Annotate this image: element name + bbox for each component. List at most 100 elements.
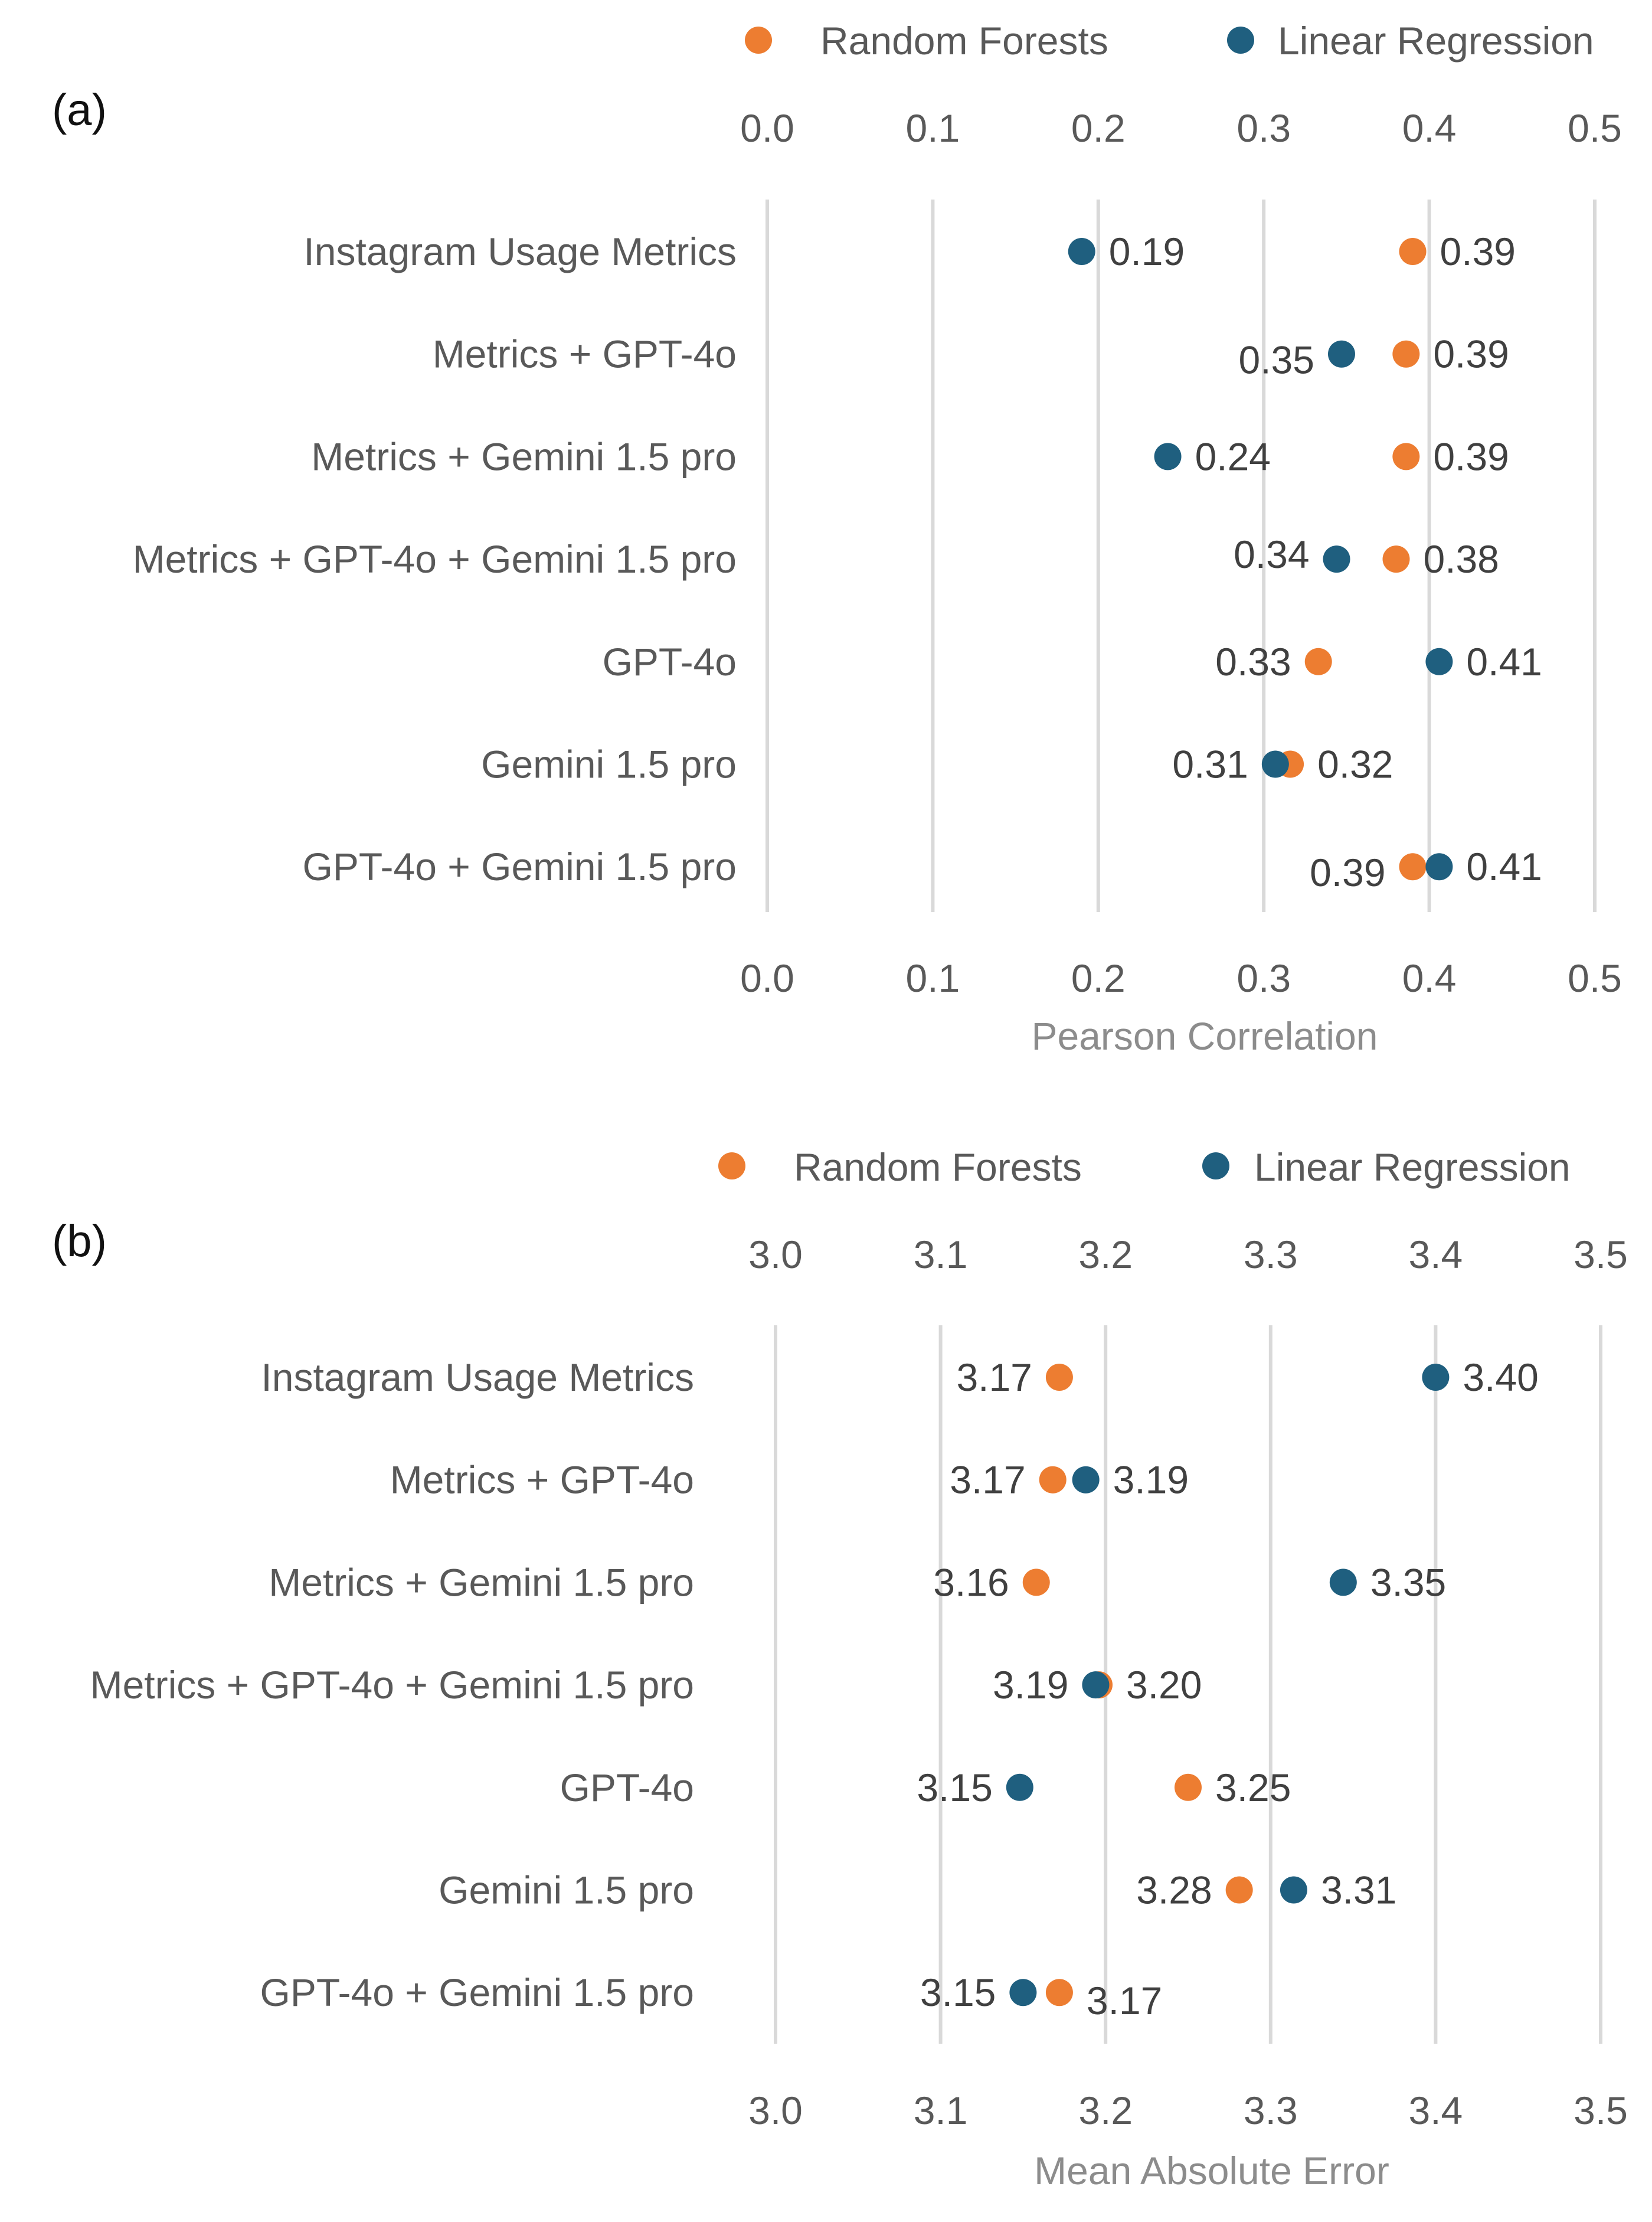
panel-b-category-label: Metrics + GPT-4o — [390, 1458, 694, 1502]
panel-b-data-label-linear-regression: 3.35 — [1370, 1560, 1446, 1604]
panel-b-point-random-forests — [1225, 1876, 1253, 1904]
panel-a-category-label: GPT-4o + Gemini 1.5 pro — [302, 845, 737, 888]
panel-a-bottom-tick-label: 0.5 — [1568, 956, 1622, 1000]
panel-b-top-tick-label: 3.5 — [1574, 1233, 1628, 1276]
panel-a-label: (a) — [52, 85, 107, 135]
panel-a-data-label-random-forests: 0.39 — [1440, 230, 1516, 273]
panel-a-bottom-tick-label: 0.2 — [1071, 956, 1126, 1000]
panel-a-top-tick-label: 0.3 — [1236, 106, 1291, 150]
panel-a-data-label-linear-regression: 0.19 — [1109, 230, 1185, 273]
panel-b-data-label-random-forests: 3.16 — [933, 1560, 1009, 1604]
panel-a-top-tick-label: 0.0 — [740, 106, 794, 150]
panel-a-data-label-linear-regression: 0.41 — [1466, 845, 1542, 888]
panel-a-data-label-random-forests: 0.39 — [1433, 332, 1509, 376]
panel-b-top-tick-label: 3.2 — [1078, 1233, 1133, 1276]
panel-a-legend-marker-linear-regression — [1227, 27, 1254, 54]
panel-b-data-label-linear-regression: 3.19 — [993, 1663, 1068, 1707]
panel-b-legend-label-linear-regression: Linear Regression — [1254, 1145, 1571, 1189]
panel-b-data-label-linear-regression: 3.15 — [917, 1766, 992, 1809]
panel-a-top-tick-label: 0.4 — [1402, 106, 1457, 150]
panel-b-bottom-tick-label: 3.4 — [1409, 2089, 1463, 2132]
panel-b-legend-label-random-forests: Random Forests — [794, 1145, 1082, 1189]
panel-b-bottom-tick-label: 3.5 — [1574, 2089, 1628, 2132]
panel-a-point-random-forests — [1392, 443, 1420, 470]
panel-a-data-label-linear-regression: 0.35 — [1239, 338, 1314, 382]
panel-a-bottom-tick-label: 0.0 — [740, 956, 794, 1000]
panel-a-point-random-forests — [1399, 238, 1427, 265]
panel-b-top-tick-label: 3.3 — [1244, 1233, 1298, 1276]
panel-b-point-random-forests — [1045, 1979, 1073, 2007]
panel-b-category-label: GPT-4o — [560, 1766, 694, 1809]
panel-a-category-label: Gemini 1.5 pro — [481, 743, 737, 786]
panel-a-point-linear-regression — [1323, 545, 1350, 573]
panel-a-point-random-forests — [1382, 545, 1410, 573]
panel-b-category-label: Gemini 1.5 pro — [439, 1868, 694, 1912]
panel-a-category-label: Instagram Usage Metrics — [303, 230, 737, 273]
panel-b-category-label: Instagram Usage Metrics — [261, 1355, 694, 1399]
panel-a-data-label-random-forests: 0.32 — [1317, 743, 1393, 786]
panel-b-label: (b) — [52, 1216, 107, 1266]
panel-b-data-label-random-forests: 3.17 — [956, 1355, 1032, 1399]
panel-b-category-label: Metrics + Gemini 1.5 pro — [269, 1560, 694, 1604]
panel-a-point-random-forests — [1392, 340, 1420, 368]
panel-a-top-tick-label: 0.5 — [1568, 106, 1622, 150]
panel-b-bottom-tick-label: 3.1 — [914, 2089, 968, 2132]
panel-b-bottom-tick-label: 3.0 — [748, 2089, 803, 2132]
panel-a-point-linear-regression — [1425, 853, 1453, 881]
panel-a-top-tick-label: 0.2 — [1071, 106, 1126, 150]
panel-b-point-linear-regression — [1082, 1671, 1110, 1699]
panel-b-point-linear-regression — [1072, 1466, 1100, 1494]
panel-a-point-random-forests — [1399, 853, 1427, 881]
panel-a-point-linear-regression — [1327, 340, 1355, 368]
panel-a-data-label-random-forests: 0.39 — [1310, 851, 1385, 894]
panel-b-legend-marker-linear-regression — [1202, 1152, 1229, 1179]
panel-b-legend-marker-random-forests — [718, 1152, 745, 1179]
panel-b-point-random-forests — [1175, 1773, 1202, 1801]
panel-b-point-random-forests — [1022, 1569, 1050, 1596]
panel-b-data-label-linear-regression: 3.19 — [1113, 1458, 1189, 1502]
panel-b-bottom-tick-label: 3.3 — [1244, 2089, 1298, 2132]
panel-b-data-label-random-forests: 3.17 — [1087, 1979, 1162, 2022]
panel-a-data-label-random-forests: 0.38 — [1424, 537, 1499, 581]
panel-a-category-label: GPT-4o — [603, 640, 737, 684]
panel-b-category-label: GPT-4o + Gemini 1.5 pro — [260, 1971, 694, 2014]
panel-a-point-linear-regression — [1425, 648, 1453, 675]
panel-b-point-linear-regression — [1329, 1569, 1357, 1596]
panel-a-category-label: Metrics + GPT-4o — [433, 332, 737, 376]
panel-b-data-label-random-forests: 3.25 — [1215, 1766, 1291, 1809]
panel-b-data-label-linear-regression: 3.31 — [1321, 1868, 1396, 1912]
panel-b-data-label-random-forests: 3.20 — [1126, 1663, 1202, 1707]
panel-a-point-linear-regression — [1068, 238, 1095, 265]
panel-b-top-tick-label: 3.1 — [914, 1233, 968, 1276]
panel-b-top-tick-label: 3.0 — [748, 1233, 803, 1276]
panel-a-bottom-tick-label: 0.1 — [906, 956, 960, 1000]
panel-a-point-linear-regression — [1261, 750, 1289, 778]
panel-a-point-random-forests — [1304, 648, 1332, 675]
panel-a-category-label: Metrics + Gemini 1.5 pro — [311, 434, 737, 478]
panel-b-point-linear-regression — [1280, 1876, 1307, 1904]
panel-b-category-label: Metrics + GPT-4o + Gemini 1.5 pro — [90, 1663, 694, 1707]
panel-b-point-random-forests — [1039, 1466, 1067, 1494]
panel-b-x-axis-title: Mean Absolute Error — [1034, 2149, 1389, 2192]
panel-b-data-label-linear-regression: 3.40 — [1463, 1355, 1538, 1399]
panel-b-top-tick-label: 3.4 — [1409, 1233, 1463, 1276]
panel-a-data-label-random-forests: 0.39 — [1433, 434, 1509, 478]
panel-b-data-label-random-forests: 3.28 — [1136, 1868, 1212, 1912]
panel-a-bottom-tick-label: 0.3 — [1236, 956, 1291, 1000]
panel-b-point-linear-regression — [1422, 1364, 1450, 1391]
panel-a-top-tick-label: 0.1 — [906, 106, 960, 150]
panel-a-bottom-tick-label: 0.4 — [1402, 956, 1457, 1000]
panel-b-data-label-random-forests: 3.17 — [950, 1458, 1025, 1502]
panel-a-data-label-linear-regression: 0.41 — [1466, 640, 1542, 684]
panel-a-category-label: Metrics + GPT-4o + Gemini 1.5 pro — [133, 537, 737, 581]
panel-a-legend-marker-random-forests — [745, 27, 772, 54]
panel-a-point-linear-regression — [1154, 443, 1182, 470]
panel-a-data-label-linear-regression: 0.34 — [1234, 532, 1309, 576]
panel-a-x-axis-title: Pearson Correlation — [1032, 1014, 1378, 1058]
panel-b-bottom-tick-label: 3.2 — [1078, 2089, 1133, 2132]
panel-b-point-linear-regression — [1009, 1979, 1037, 2007]
panel-b-point-linear-regression — [1006, 1773, 1033, 1801]
panel-b-data-label-linear-regression: 3.15 — [920, 1971, 996, 2014]
